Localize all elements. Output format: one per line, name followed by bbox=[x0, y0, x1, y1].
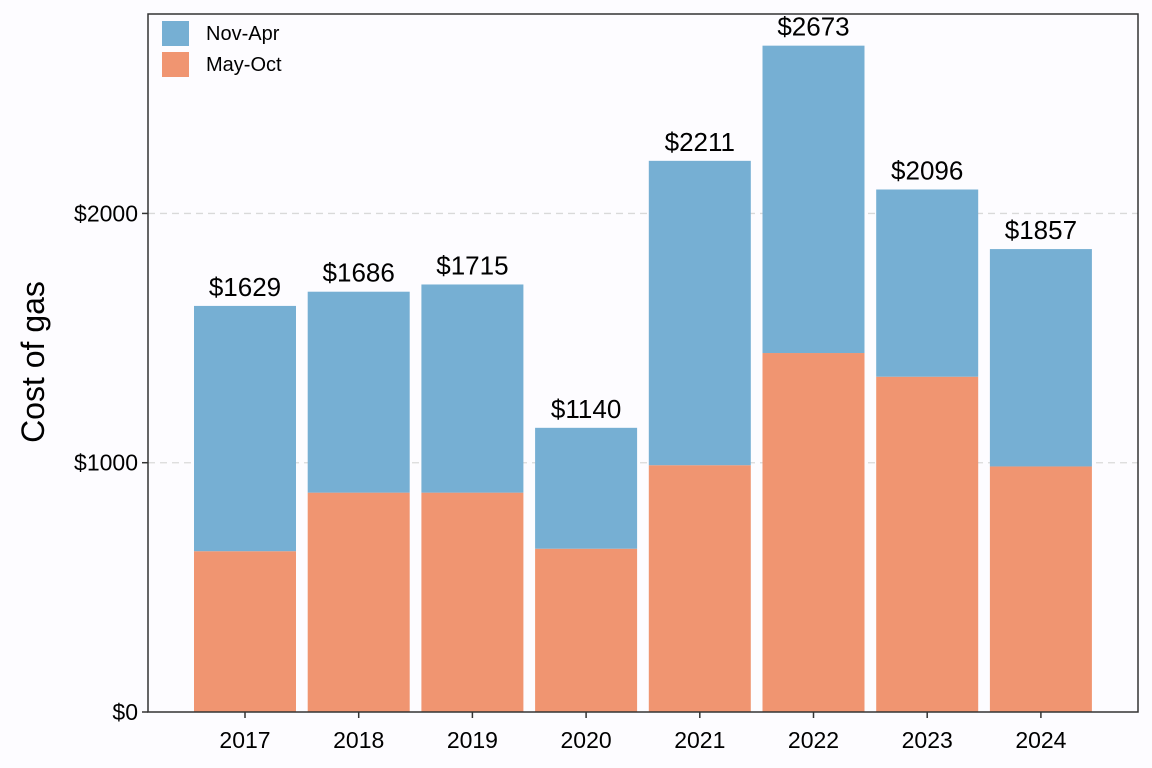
total-label-2023: $2096 bbox=[891, 155, 963, 185]
legend-label-may-oct[interactable]: May-Oct bbox=[206, 54, 282, 76]
legend-label-nov-apr[interactable]: Nov-Apr bbox=[206, 23, 280, 45]
total-label-2018: $1686 bbox=[323, 258, 395, 288]
y-axis-title: Cost of gas bbox=[15, 281, 51, 443]
legend-swatch-may-oct[interactable] bbox=[162, 52, 189, 77]
bar-2019-nov-apr bbox=[421, 284, 524, 493]
bar-2022-nov-apr bbox=[762, 45, 865, 354]
bar-2024-may-oct bbox=[989, 466, 1092, 712]
total-label-2022: $2673 bbox=[777, 12, 849, 42]
bar-2018-nov-apr bbox=[307, 291, 410, 493]
bar-2024-nov-apr bbox=[989, 249, 1092, 467]
x-tick-label-2024: 2024 bbox=[1015, 727, 1066, 753]
y-axis: $0 $1000 $2000 bbox=[74, 200, 148, 725]
bar-2020-may-oct bbox=[535, 548, 638, 712]
x-tick-label-2022: 2022 bbox=[788, 727, 839, 753]
bar-2019-may-oct bbox=[421, 492, 524, 712]
bar-2021-nov-apr bbox=[648, 160, 751, 466]
plot-panel-background bbox=[148, 14, 1138, 712]
gridlines bbox=[148, 212, 1138, 464]
plot-panel-border bbox=[147, 13, 1139, 713]
total-label-2017: $1629 bbox=[209, 272, 281, 302]
y-tick-label: $1000 bbox=[74, 450, 138, 476]
bar-2020-nov-apr bbox=[535, 427, 638, 549]
bars-group bbox=[194, 45, 1092, 712]
x-axis: 2017 2018 2019 2020 2021 2022 2023 2024 bbox=[219, 712, 1067, 753]
bar-2018-may-oct bbox=[307, 492, 410, 712]
bar-2023-may-oct bbox=[876, 376, 979, 712]
bar-2017-nov-apr bbox=[194, 305, 296, 552]
total-label-2020: $1140 bbox=[551, 394, 621, 424]
total-label-2024: $1857 bbox=[1005, 215, 1077, 245]
x-tick-label-2020: 2020 bbox=[561, 727, 612, 753]
bar-2022-may-oct bbox=[762, 353, 865, 712]
x-tick-label-2023: 2023 bbox=[902, 727, 953, 753]
legend[interactable]: Nov-Apr May-Oct bbox=[162, 21, 282, 77]
total-labels-group: $1629 $1686 $1715 $1140 $2211 $2673 $2096 $1857 bbox=[209, 12, 1077, 424]
bar-2017-may-oct bbox=[194, 551, 296, 712]
y-tick-label: $0 bbox=[112, 699, 138, 725]
legend-swatch-nov-apr[interactable] bbox=[162, 21, 189, 46]
bar-2021-may-oct bbox=[648, 465, 751, 712]
x-tick-label-2021: 2021 bbox=[674, 727, 725, 753]
bar-2023-nov-apr bbox=[876, 189, 979, 377]
x-tick-label-2019: 2019 bbox=[447, 727, 498, 753]
x-tick-label-2017: 2017 bbox=[219, 727, 270, 753]
y-tick-label: $2000 bbox=[74, 200, 138, 226]
x-tick-label-2018: 2018 bbox=[333, 727, 384, 753]
total-label-2019: $1715 bbox=[436, 250, 508, 280]
total-label-2021: $2211 bbox=[665, 127, 735, 157]
